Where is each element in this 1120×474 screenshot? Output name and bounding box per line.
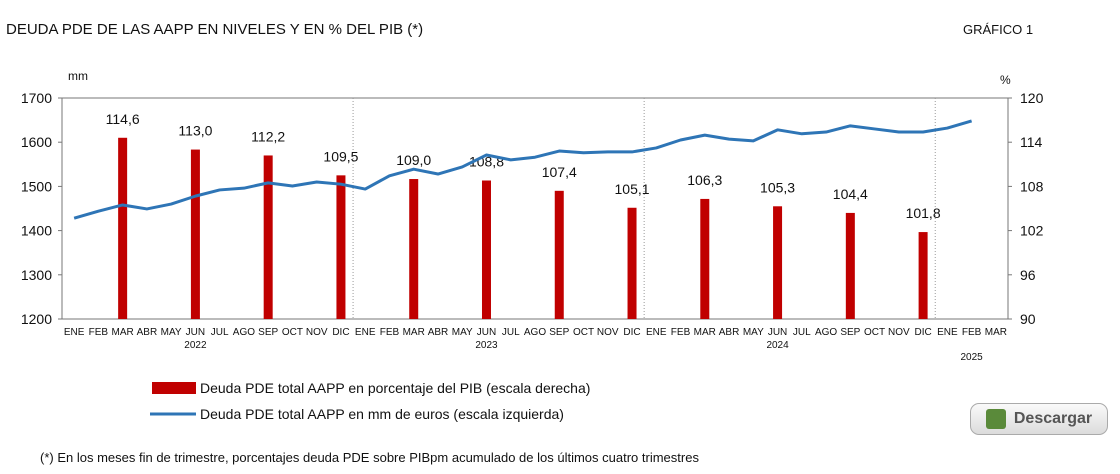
year-label: 2022 bbox=[184, 340, 207, 351]
y-tick-label: 1300 bbox=[21, 267, 52, 283]
data-label: 105,3 bbox=[760, 179, 795, 195]
y2-tick-label: 108 bbox=[1020, 178, 1044, 194]
y2-tick-label: 96 bbox=[1020, 267, 1036, 283]
x-tick-label: AGO bbox=[815, 327, 837, 338]
x-tick-label: JUN bbox=[186, 327, 205, 338]
chart-label: GRÁFICO 1 bbox=[963, 22, 1033, 37]
x-tick-label: JUN bbox=[768, 327, 787, 338]
bar bbox=[263, 155, 273, 319]
x-tick-label: JUL bbox=[793, 327, 811, 338]
bar bbox=[481, 180, 491, 319]
footnote: (*) En los meses fin de trimestre, porce… bbox=[40, 450, 699, 465]
x-tick-label: SEP bbox=[258, 327, 278, 338]
data-label: 107,4 bbox=[542, 164, 577, 180]
x-tick-label: MAY bbox=[452, 327, 473, 338]
x-tick-label: ABR bbox=[719, 327, 740, 338]
download-button[interactable]: Descargar bbox=[970, 403, 1108, 435]
year-label: 2024 bbox=[766, 340, 789, 351]
x-tick-label: ENE bbox=[64, 327, 85, 338]
data-label: 109,0 bbox=[396, 152, 431, 168]
y-tick-label: 1700 bbox=[21, 90, 52, 106]
y2-tick-label: 114 bbox=[1020, 134, 1043, 150]
x-tick-label: MAY bbox=[161, 327, 182, 338]
x-tick-label: FEB bbox=[380, 327, 400, 338]
data-label: 112,2 bbox=[251, 128, 285, 144]
legend-label: Deuda PDE total AAPP en mm de euros (esc… bbox=[200, 406, 564, 422]
x-tick-label: ENE bbox=[646, 327, 667, 338]
x-tick-label: AGO bbox=[524, 327, 546, 338]
bar bbox=[190, 149, 200, 319]
y2-tick-label: 102 bbox=[1020, 223, 1044, 239]
x-tick-label: OCT bbox=[573, 327, 594, 338]
x-tick-label: ABR bbox=[137, 327, 158, 338]
x-tick-label: DIC bbox=[623, 327, 640, 338]
x-tick-label: MAR bbox=[112, 327, 134, 338]
x-tick-label: NOV bbox=[597, 327, 619, 338]
data-label: 104,4 bbox=[833, 186, 868, 202]
chart-title: DEUDA PDE DE LAS AAPP EN NIVELES Y EN % … bbox=[6, 21, 423, 38]
plot-frame bbox=[61, 97, 1009, 320]
x-tick-label: DIC bbox=[914, 327, 931, 338]
x-tick-label: MAY bbox=[743, 327, 764, 338]
bar bbox=[773, 206, 783, 319]
x-tick-label: MAR bbox=[403, 327, 425, 338]
bar bbox=[918, 232, 928, 319]
data-label: 105,1 bbox=[615, 181, 650, 197]
data-label: 114,6 bbox=[106, 111, 140, 127]
bar bbox=[336, 175, 346, 319]
x-tick-label: JUL bbox=[211, 327, 229, 338]
x-tick-label: OCT bbox=[282, 327, 303, 338]
y-axis-label: mm bbox=[68, 69, 88, 83]
y2-axis-label: % bbox=[1000, 73, 1011, 87]
x-tick-label: AGO bbox=[233, 327, 255, 338]
legend-swatch bbox=[152, 382, 196, 394]
x-tick-label: NOV bbox=[306, 327, 328, 338]
bar bbox=[118, 137, 128, 319]
bar bbox=[700, 198, 710, 319]
x-tick-label: MAR bbox=[694, 327, 716, 338]
y-tick-label: 1600 bbox=[21, 134, 52, 150]
y2-tick-label: 120 bbox=[1020, 90, 1044, 106]
x-tick-label: NOV bbox=[888, 327, 910, 338]
x-tick-label: JUL bbox=[502, 327, 520, 338]
download-icon bbox=[985, 409, 1006, 429]
x-tick-label: JUN bbox=[477, 327, 496, 338]
y2-tick-label: 90 bbox=[1020, 311, 1036, 327]
data-label: 109,5 bbox=[323, 148, 358, 164]
bar bbox=[409, 179, 419, 319]
year-label: 2023 bbox=[475, 340, 498, 351]
data-label: 101,8 bbox=[906, 205, 941, 221]
download-label: Descargar bbox=[1013, 410, 1093, 427]
data-label: 113,0 bbox=[178, 123, 212, 139]
x-tick-label: FEB bbox=[89, 327, 109, 338]
x-tick-label: ABR bbox=[428, 327, 449, 338]
x-tick-label: MAR bbox=[985, 327, 1007, 338]
line bbox=[73, 119, 973, 220]
bar bbox=[627, 207, 637, 319]
y-tick-label: 1200 bbox=[21, 311, 52, 327]
x-tick-label: SEP bbox=[549, 327, 569, 338]
x-tick-label: SEP bbox=[840, 327, 860, 338]
year-label: 2025 bbox=[960, 352, 983, 363]
x-tick-label: ENE bbox=[355, 327, 376, 338]
x-tick-label: FEB bbox=[671, 327, 691, 338]
bar bbox=[554, 190, 564, 319]
y-tick-label: 1500 bbox=[21, 178, 52, 194]
x-tick-label: FEB bbox=[962, 327, 982, 338]
y-tick-label: 1400 bbox=[21, 223, 52, 239]
x-tick-label: OCT bbox=[864, 327, 885, 338]
legend-label: Deuda PDE total AAPP en porcentaje del P… bbox=[200, 380, 590, 396]
x-tick-label: DIC bbox=[332, 327, 349, 338]
x-tick-label: ENE bbox=[937, 327, 958, 338]
data-label: 106,3 bbox=[687, 172, 722, 188]
bar bbox=[845, 212, 855, 319]
